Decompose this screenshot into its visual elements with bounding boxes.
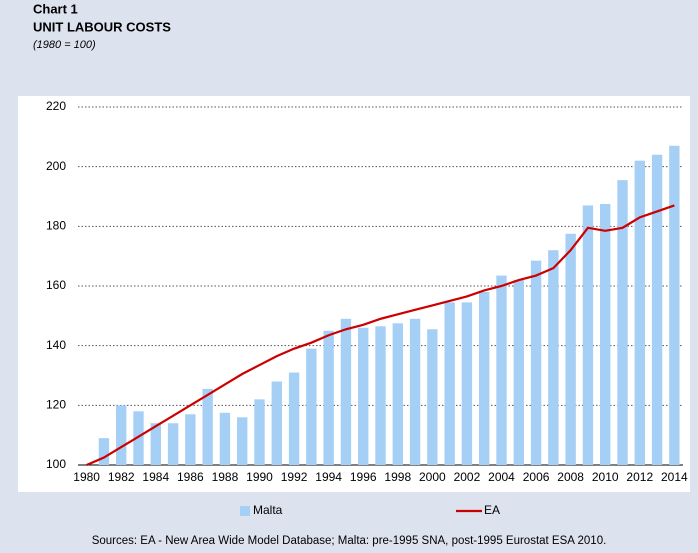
- x-tick-label: 2014: [661, 470, 688, 484]
- x-tick-label: 2008: [557, 470, 584, 484]
- plot-background: [18, 96, 690, 492]
- chart-title: Chart 1: [33, 1, 78, 16]
- x-tick-label: 1982: [108, 470, 135, 484]
- x-tick-label: 2006: [523, 470, 550, 484]
- x-tick-label: 2002: [454, 470, 481, 484]
- bar: [444, 302, 455, 465]
- x-tick-label: 1998: [384, 470, 411, 484]
- bar: [340, 318, 352, 465]
- bar: [133, 411, 144, 465]
- legend-label: EA: [484, 503, 500, 517]
- bar: [288, 372, 300, 465]
- bar: [358, 327, 369, 465]
- y-tick-label: 180: [46, 219, 66, 233]
- bar: [202, 388, 213, 465]
- y-tick-label: 140: [46, 338, 66, 352]
- bar: [219, 412, 231, 465]
- bar: [461, 302, 473, 465]
- x-tick-label: 1996: [350, 470, 377, 484]
- legend-label: Malta: [253, 503, 283, 517]
- x-tick-label: 2004: [488, 470, 515, 484]
- x-tick-label: 1986: [177, 470, 204, 484]
- bar: [513, 280, 524, 465]
- bar: [271, 381, 282, 465]
- bar: [530, 260, 542, 465]
- x-tick-label: 1992: [281, 470, 308, 484]
- x-tick-label: 2000: [419, 470, 446, 484]
- bar: [548, 250, 559, 465]
- bar: [167, 423, 179, 465]
- x-tick-label: 1990: [246, 470, 273, 484]
- line: [86, 204, 675, 467]
- chart-note: (1980 = 100): [33, 39, 96, 51]
- x-tick-label: 2010: [592, 470, 619, 484]
- bar: [150, 423, 161, 465]
- y-tick-label: 200: [46, 159, 66, 173]
- bar: [185, 414, 196, 465]
- x-tick-label: 1980: [73, 470, 100, 484]
- y-tick-label: 220: [46, 99, 66, 113]
- bar: [651, 154, 663, 465]
- bar: [323, 330, 334, 465]
- bar: [582, 205, 594, 465]
- bar: [116, 405, 127, 465]
- bar: [565, 233, 576, 465]
- bar: [409, 318, 421, 465]
- y-tick-label: 160: [46, 278, 66, 292]
- x-tick-label: 2012: [626, 470, 653, 484]
- y-tick-label: 100: [46, 457, 66, 471]
- bar: [375, 326, 386, 465]
- bar: [237, 417, 248, 465]
- bar: [254, 399, 265, 465]
- source: Sources: EA - New Area Wide Model Databa…: [92, 535, 607, 547]
- bar: [479, 291, 490, 465]
- bar: [496, 275, 507, 465]
- bar: [427, 329, 438, 465]
- bar: [617, 180, 628, 465]
- chart-subtitle: UNIT LABOUR COSTS: [33, 19, 171, 34]
- bar: [669, 145, 680, 466]
- bar: [392, 323, 403, 465]
- bar: [600, 203, 611, 466]
- x-tick-label: 1988: [212, 470, 239, 484]
- bar: [634, 160, 645, 465]
- x-tick-label: 1994: [315, 470, 342, 484]
- x-tick-label: 1984: [142, 470, 169, 484]
- bar: [98, 438, 110, 465]
- y-tick-label: 120: [46, 398, 66, 412]
- bar: [306, 348, 317, 465]
- legend-swatch: [240, 506, 250, 516]
